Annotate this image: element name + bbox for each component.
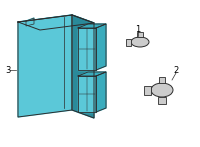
Bar bbox=[144, 86, 151, 95]
Polygon shape bbox=[26, 18, 34, 26]
Polygon shape bbox=[78, 24, 106, 28]
Bar bbox=[126, 39, 131, 46]
Polygon shape bbox=[18, 15, 94, 30]
Bar bbox=[137, 32, 143, 37]
Polygon shape bbox=[72, 15, 94, 118]
Ellipse shape bbox=[151, 83, 173, 97]
Polygon shape bbox=[78, 28, 96, 70]
Text: 2: 2 bbox=[173, 66, 179, 75]
Bar bbox=[158, 97, 166, 104]
Polygon shape bbox=[96, 72, 106, 112]
Polygon shape bbox=[78, 76, 96, 112]
Polygon shape bbox=[18, 15, 72, 117]
Text: 1: 1 bbox=[135, 25, 141, 34]
Polygon shape bbox=[78, 72, 106, 76]
Bar bbox=[159, 77, 165, 83]
Polygon shape bbox=[96, 24, 106, 70]
Ellipse shape bbox=[131, 37, 149, 47]
Text: 3: 3 bbox=[5, 66, 11, 75]
